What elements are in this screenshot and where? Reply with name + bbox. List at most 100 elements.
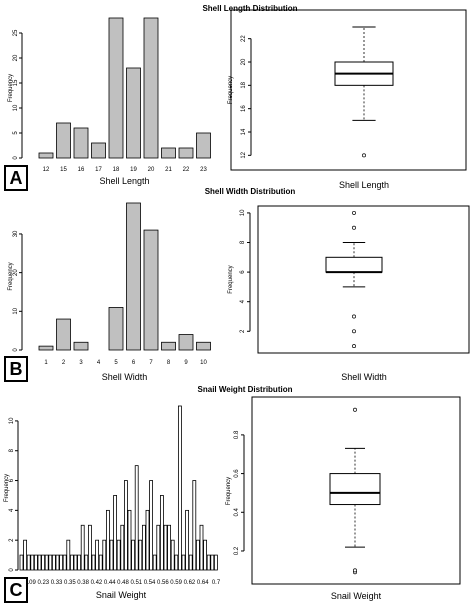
panel-a-hist-y-tick-label: 20 [13, 54, 19, 61]
panel-c-hist-x-tick-label: 0.09 [24, 580, 36, 586]
panel-c-hist-bar [213, 554, 218, 571]
panel-c-hist-bar [195, 539, 200, 571]
panel-a-hist-bar [178, 147, 194, 159]
panel-c-hist-bar [59, 554, 63, 571]
panel-b-hist-x-tick-label: 9 [184, 360, 188, 366]
panel-a-hist-y-tick-label: 0 [13, 156, 19, 160]
panel-c-hist-bar [138, 539, 143, 571]
panel-a-hist-y-label: Frequency [8, 74, 14, 102]
panel-c-hist-x-tick-label: 0.44 [104, 580, 116, 586]
panel-c-hist-bar [95, 539, 99, 571]
panel-c-hist-bar [98, 554, 103, 571]
panel-c-hist-bar [163, 524, 168, 571]
panel-c-hist-bar [177, 405, 182, 571]
panel-c-hist-bar [174, 554, 179, 571]
panel-b-label: B [4, 356, 28, 382]
panel-c-hist-x-tick-label: 0.38 [77, 580, 89, 586]
panel-c-hist-y-tick-label: 4 [9, 508, 15, 512]
panel-c-hist-bar [188, 554, 193, 571]
panel-a-hist-y-tick-label: 10 [13, 104, 19, 111]
panel-c-box-x-label: Snail Weight [331, 591, 382, 601]
panel-b-hist-x-tick-label: 5 [114, 360, 118, 366]
panel-c-hist-y-tick-label: 2 [9, 538, 15, 542]
panel-a-box-y-tick-label: 18 [241, 81, 247, 88]
panel-c-hist-y-tick-label: 0 [9, 568, 15, 572]
panel-c-hist-bar [181, 554, 186, 571]
panel-a-box-frame [230, 9, 467, 171]
panel-c-hist-x-tick-label: 0.48 [117, 580, 129, 586]
panel-c-hist-bar [37, 554, 42, 571]
panel-c-box-outlier [353, 407, 357, 412]
panel-c-hist-bar [185, 509, 190, 571]
panel-c-box-y-label: Frequency [226, 477, 232, 505]
panel-c-hist-bar [145, 509, 150, 571]
panel-a-box-outlier [362, 153, 366, 158]
panel-c-hist-bar [170, 539, 175, 571]
panel-c-hist-bar [210, 554, 215, 571]
panel-b-hist-x-tick-label: 3 [79, 360, 83, 366]
panel-c-hist-x-tick-label: 0.51 [130, 580, 142, 586]
panel-a-box-y-tick-label: 16 [241, 105, 247, 112]
panel-c-hist-bar [127, 509, 132, 571]
panel-b-box-outlier [352, 314, 356, 319]
panel-b-hist-x-tick-label: 1 [44, 360, 48, 366]
panel-c-hist-bar [106, 509, 110, 571]
panel-c-box-y-tick-label: 0.6 [234, 469, 240, 478]
panel-c-hist-bar [134, 465, 139, 571]
panel-a-label: A [4, 165, 28, 191]
panel-b-hist-y-tick-label: 20 [13, 269, 19, 276]
panel-c-hist-x-tick-label: 0.23 [37, 580, 49, 586]
panel-b-hist-bar [126, 202, 141, 351]
panel-c-box-y-tick-label: 0.2 [234, 546, 240, 555]
panel-c-hist-bar [55, 554, 60, 571]
panel-b-hist-x-tick-label: 4 [97, 360, 101, 366]
panel-c-hist-bar [116, 539, 121, 571]
panel-a-title: Shell Length Distribution [202, 4, 297, 13]
panel-b-box-y-tick-label: 10 [240, 209, 246, 216]
panel-a-hist-x-tick-label: 16 [78, 167, 85, 173]
panel-c-hist-bar [109, 539, 114, 571]
panel-a-hist-x-tick-label: 19 [130, 167, 137, 173]
panel-b-box-outlier [352, 225, 356, 230]
panel-c-hist-bar [70, 554, 74, 571]
panel-c-hist-bar [192, 480, 197, 571]
panel-b-box-outlier [352, 329, 356, 334]
panel-c-hist-bar [149, 480, 154, 571]
panel-a-box-y-tick-label: 22 [241, 35, 247, 42]
panel-b-hist-x-tick-label: 10 [200, 360, 207, 366]
panel-c-hist-bar [120, 524, 125, 571]
panel-b-box-y-tick-label: 4 [240, 299, 246, 303]
panel-a-hist-y-tick-label: 25 [13, 29, 19, 36]
panel-a-hist-y-tick-label: 5 [13, 131, 19, 135]
panel-a-hist-bar [143, 17, 159, 159]
panel-c-hist-bar [34, 554, 38, 571]
panel-a-hist-x-tick-label: 18 [113, 167, 120, 173]
panel-a-hist-x-tick-label: 15 [60, 167, 67, 173]
panel-b-box-y-tick-label: 2 [240, 329, 246, 333]
panel-c-hist-x-tick-label: 0.54 [144, 580, 156, 586]
panel-b-box-outlier [352, 344, 356, 349]
panel-b-box-y-label: Frequency [228, 265, 234, 293]
panel-b-hist-x-tick-label: 8 [167, 360, 171, 366]
panel-c-hist-x-tick-label: 0.59 [170, 580, 182, 586]
panel-b-hist-bar [108, 307, 124, 351]
panel-c-hist-bar [84, 554, 89, 571]
panel-b-hist-bar [73, 341, 89, 351]
panel-c-hist-bar [152, 554, 157, 571]
panel-c-box-frame [251, 396, 461, 585]
panel-c-hist-bar [77, 554, 81, 571]
panel-c-hist-bar [23, 539, 28, 571]
panel-c-hist-bar [73, 554, 78, 571]
panel-a-hist-bar [73, 127, 89, 159]
panel-c-hist-bar [26, 554, 31, 571]
panel-a-hist-x-label: Shell Length [99, 176, 149, 186]
panel-a-hist-bar [196, 132, 211, 159]
panel-c-hist-y-tick-label: 8 [9, 448, 15, 452]
panel-a-hist-x-tick-label: 12 [43, 167, 50, 173]
panel-b-hist-y-tick-label: 0 [13, 348, 19, 352]
panel-b-hist-x-tick-label: 7 [149, 360, 153, 366]
panel-b-hist-bar [178, 334, 194, 351]
panel-c-hist-bar [48, 554, 53, 571]
panel-a-hist-bar [91, 142, 106, 159]
